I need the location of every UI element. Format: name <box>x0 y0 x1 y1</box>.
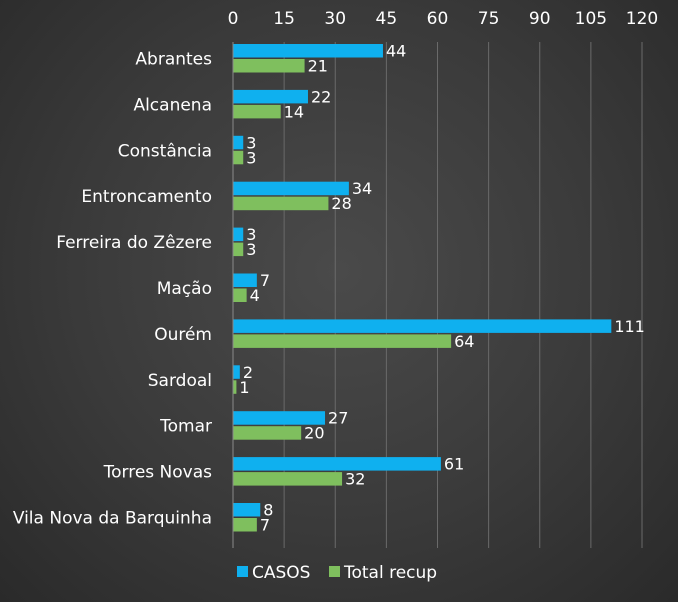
data-label: 34 <box>352 179 372 198</box>
bar-total-recup <box>233 334 452 348</box>
category-label: Vila Nova da Barquinha <box>13 509 212 529</box>
bar-total-recup <box>233 380 237 394</box>
x-axis-ticks: 0 15 30 45 60 75 90 105 120 <box>228 9 659 29</box>
bar-casos <box>233 227 244 242</box>
category-label: Mação <box>157 279 212 299</box>
x-tick-label: 15 <box>273 9 295 29</box>
bar-casos <box>233 411 326 425</box>
data-label: 32 <box>345 470 365 489</box>
data-label: 44 <box>386 42 406 61</box>
x-tick-label: 120 <box>626 9 658 29</box>
bar-total-recup <box>233 196 329 211</box>
bar-total-recup <box>233 104 281 119</box>
x-tick-label: 30 <box>324 9 346 29</box>
x-tick-label: 45 <box>376 9 398 29</box>
data-label: 2 <box>243 363 253 382</box>
bar-casos <box>233 365 240 379</box>
data-label: 8 <box>263 501 273 520</box>
bar-casos <box>233 89 308 104</box>
bar-casos <box>233 319 612 333</box>
data-label: 7 <box>260 271 270 290</box>
data-label: 3 <box>246 240 256 259</box>
data-label: 20 <box>304 424 324 443</box>
bar-casos <box>233 181 349 196</box>
bar-casos <box>233 503 261 517</box>
category-label: Constância <box>118 141 212 161</box>
bar-casos <box>233 457 441 471</box>
data-label: 7 <box>260 516 270 535</box>
bar-casos <box>233 135 244 150</box>
data-label: 3 <box>246 133 256 152</box>
bar-total-recup <box>233 59 305 73</box>
bar-casos <box>233 44 383 58</box>
x-tick-label: 60 <box>427 9 449 29</box>
category-labels: Abrantes Alcanena Constância Entroncamento F… <box>13 50 212 529</box>
data-label: 61 <box>444 455 464 474</box>
gridlines <box>283 42 643 548</box>
category-label: Alcanena <box>133 95 212 115</box>
data-label: 21 <box>308 57 328 76</box>
legend-swatch <box>237 566 248 577</box>
x-tick-label: 0 <box>228 9 239 29</box>
legend-label: CASOS <box>252 563 310 583</box>
data-label: 3 <box>246 148 256 167</box>
data-label: 111 <box>614 317 645 336</box>
bar-total-recup <box>233 150 244 165</box>
data-label: 22 <box>311 87 331 106</box>
category-label: Ferreira do Zêzere <box>56 233 212 253</box>
data-label: 27 <box>328 409 348 428</box>
x-tick-label: 90 <box>529 9 551 29</box>
data-label: 14 <box>284 102 304 121</box>
bar-total-recup <box>233 288 247 302</box>
data-label: 28 <box>331 194 351 213</box>
legend-swatch <box>329 566 340 577</box>
bar-total-recup <box>233 472 343 486</box>
category-label: Sardoal <box>148 371 212 391</box>
x-tick-label: 105 <box>575 9 607 29</box>
category-label: Entroncamento <box>81 187 212 207</box>
category-label: Ourém <box>154 325 212 345</box>
legend: CASOS Total recup <box>237 563 437 583</box>
bar-total-recup <box>233 518 257 532</box>
category-label: Torres Novas <box>103 463 213 483</box>
bars <box>233 44 612 532</box>
bar-total-recup <box>233 242 244 257</box>
bar-total-recup <box>233 426 302 440</box>
bar-casos <box>233 273 257 287</box>
category-label: Tomar <box>159 417 212 437</box>
x-tick-label: 75 <box>478 9 500 29</box>
legend-label: Total recup <box>343 563 437 583</box>
data-label: 3 <box>246 225 256 244</box>
data-label: 4 <box>250 286 260 305</box>
category-label: Abrantes <box>135 50 212 70</box>
data-label: 64 <box>454 332 474 351</box>
data-label: 1 <box>239 378 249 397</box>
